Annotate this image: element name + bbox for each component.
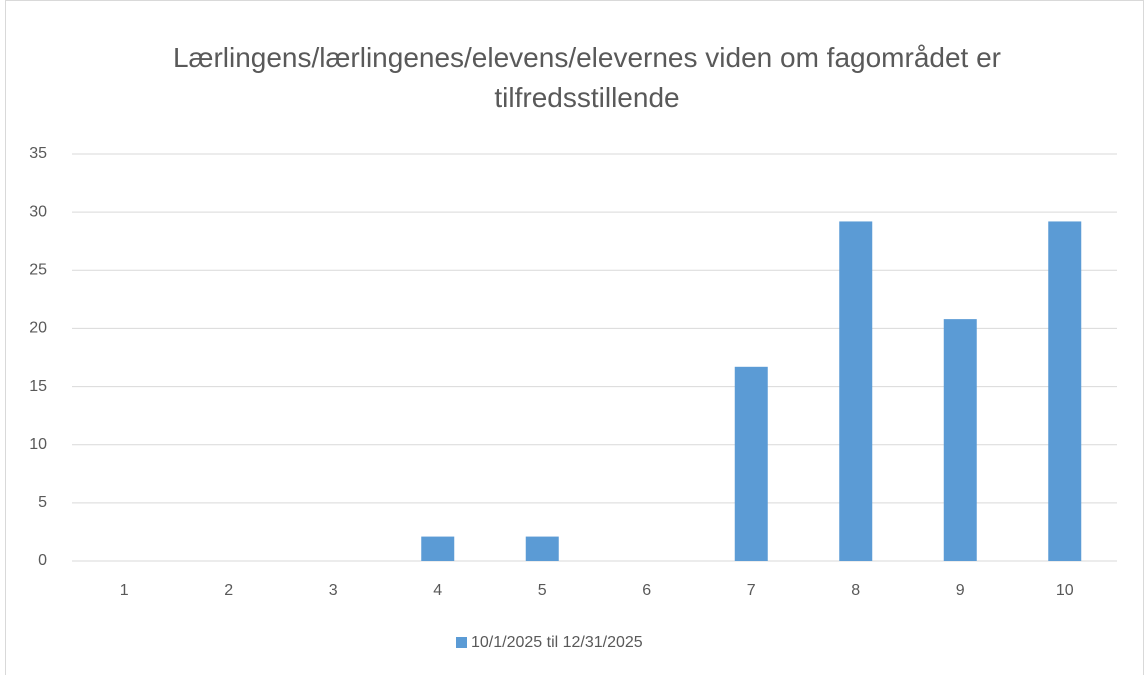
y-tick-label: 30	[29, 203, 47, 220]
legend-swatch	[456, 637, 467, 648]
bar	[734, 366, 768, 561]
y-tick-label: 10	[29, 436, 47, 453]
y-tick-label: 15	[29, 378, 47, 395]
x-tick-label: 1	[120, 582, 129, 599]
y-tick-label: 5	[38, 494, 47, 511]
x-tick-label: 6	[642, 582, 651, 599]
x-tick-label: 5	[538, 582, 547, 599]
bar	[943, 319, 977, 561]
x-tick-label: 9	[956, 582, 965, 599]
x-tick-label: 3	[329, 582, 338, 599]
chart-border	[5, 0, 1144, 675]
y-tick-label: 35	[29, 145, 47, 162]
y-tick-label: 20	[29, 320, 47, 337]
chart-title: Lærlingens/lærlingenes/elevens/elevernes…	[172, 42, 1001, 113]
x-tick-label: 10	[1056, 582, 1074, 599]
x-tick-label: 7	[747, 582, 756, 599]
y-tick-label: 0	[38, 552, 47, 569]
bar	[839, 221, 873, 561]
x-tick-label: 2	[224, 582, 233, 599]
x-tick-label: 8	[851, 582, 860, 599]
bar	[525, 536, 559, 561]
legend-label: 10/1/2025 til 12/31/2025	[471, 634, 643, 651]
bar	[1048, 221, 1082, 561]
x-tick-label: 4	[433, 582, 442, 599]
bar	[421, 536, 455, 561]
y-tick-label: 25	[29, 262, 47, 279]
